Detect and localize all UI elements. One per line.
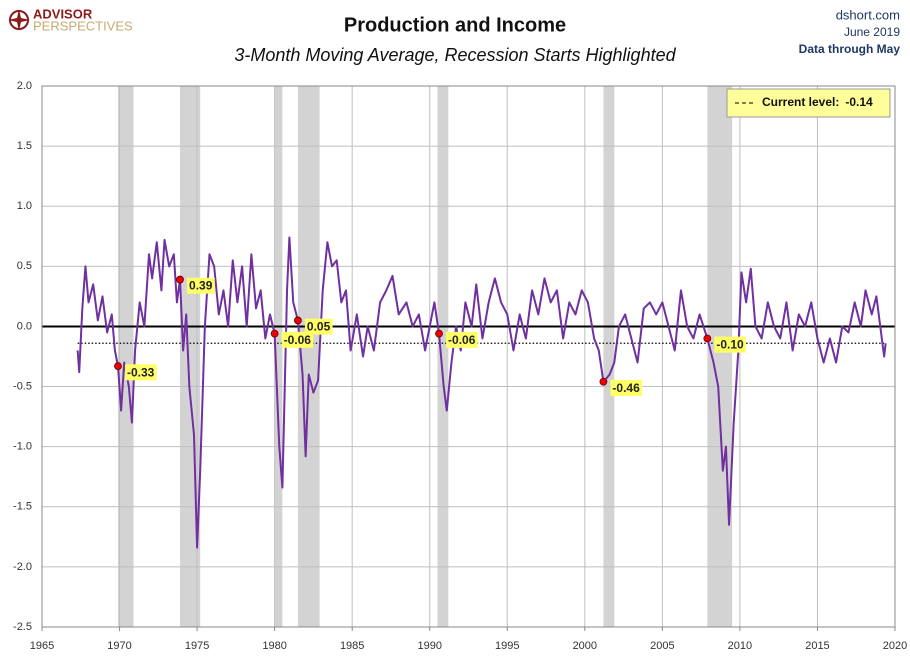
x-tick-label: 2000 (573, 640, 597, 652)
recession-band (274, 86, 283, 627)
annotation-label: -0.46 (612, 381, 640, 395)
annotation-label: -0.06 (284, 333, 312, 347)
recession-band (603, 86, 615, 627)
recession-band (297, 86, 320, 627)
x-tick-label: 1995 (495, 640, 519, 652)
annotation-bg (714, 336, 747, 353)
annotation-bg (610, 379, 643, 396)
plot-border (41, 85, 896, 628)
brand-line1: ADVISOR (33, 6, 93, 21)
y-tick-label: 2.0 (17, 80, 32, 92)
legend-value: -0.14 (845, 95, 873, 109)
chart-title: Production and Income (344, 14, 566, 36)
annotation-bg (187, 277, 215, 294)
x-tick-label: 1965 (30, 640, 54, 652)
x-tick-label: 1990 (417, 640, 441, 652)
y-tick-label: 0.0 (17, 320, 32, 332)
annotation-label: 0.05 (307, 320, 331, 334)
annotation-bg (446, 331, 478, 348)
annotation-dot (270, 329, 279, 338)
chart-subtitle: 3-Month Moving Average, Recession Starts… (234, 45, 676, 65)
x-tick-label: 2010 (728, 640, 752, 652)
annotation-label: -0.06 (448, 333, 476, 347)
x-tick-label: 1975 (185, 640, 209, 652)
y-tick-label: -1.0 (13, 441, 32, 453)
legend-box (726, 88, 891, 118)
annotation-bg (304, 318, 333, 335)
annotation-bg (281, 331, 314, 348)
y-tick-label: -1.5 (13, 501, 32, 513)
y-tick-label: -0.5 (13, 380, 32, 392)
source-date: June 2019 (844, 25, 900, 39)
recession-band (437, 86, 449, 627)
x-tick-label: 1970 (107, 640, 131, 652)
x-tick-label: 2015 (805, 640, 829, 652)
y-tick-label: -2.0 (13, 561, 32, 573)
x-tick-label: 1985 (340, 640, 364, 652)
annotation-label: -0.10 (716, 338, 744, 352)
recession-band (117, 86, 134, 627)
y-tick-label: 0.5 (17, 260, 32, 272)
brand-line2: PERSPECTIVES (33, 18, 133, 33)
annotation-label: 0.39 (189, 279, 213, 293)
annotation-bg (124, 364, 157, 381)
source-site: dshort.com (836, 7, 900, 22)
y-tick-label: 1.5 (17, 140, 32, 152)
annotation-dot (599, 377, 608, 386)
legend-label: Current level: (762, 95, 839, 109)
annotation-label: -0.33 (127, 365, 155, 379)
annotation-dot (293, 316, 302, 325)
annotation-dot (176, 275, 184, 284)
logo (8, 9, 30, 31)
x-tick-label: 2020 (883, 640, 907, 652)
annotation-dot (703, 334, 712, 343)
y-tick-label: 1.0 (17, 200, 32, 212)
x-tick-label: 1980 (262, 640, 286, 652)
source-note: Data through May (799, 42, 901, 56)
y-tick-label: -2.5 (13, 621, 32, 633)
annotation-dot (114, 362, 122, 371)
annotation-dot (435, 329, 443, 338)
x-tick-label: 2005 (650, 640, 674, 652)
